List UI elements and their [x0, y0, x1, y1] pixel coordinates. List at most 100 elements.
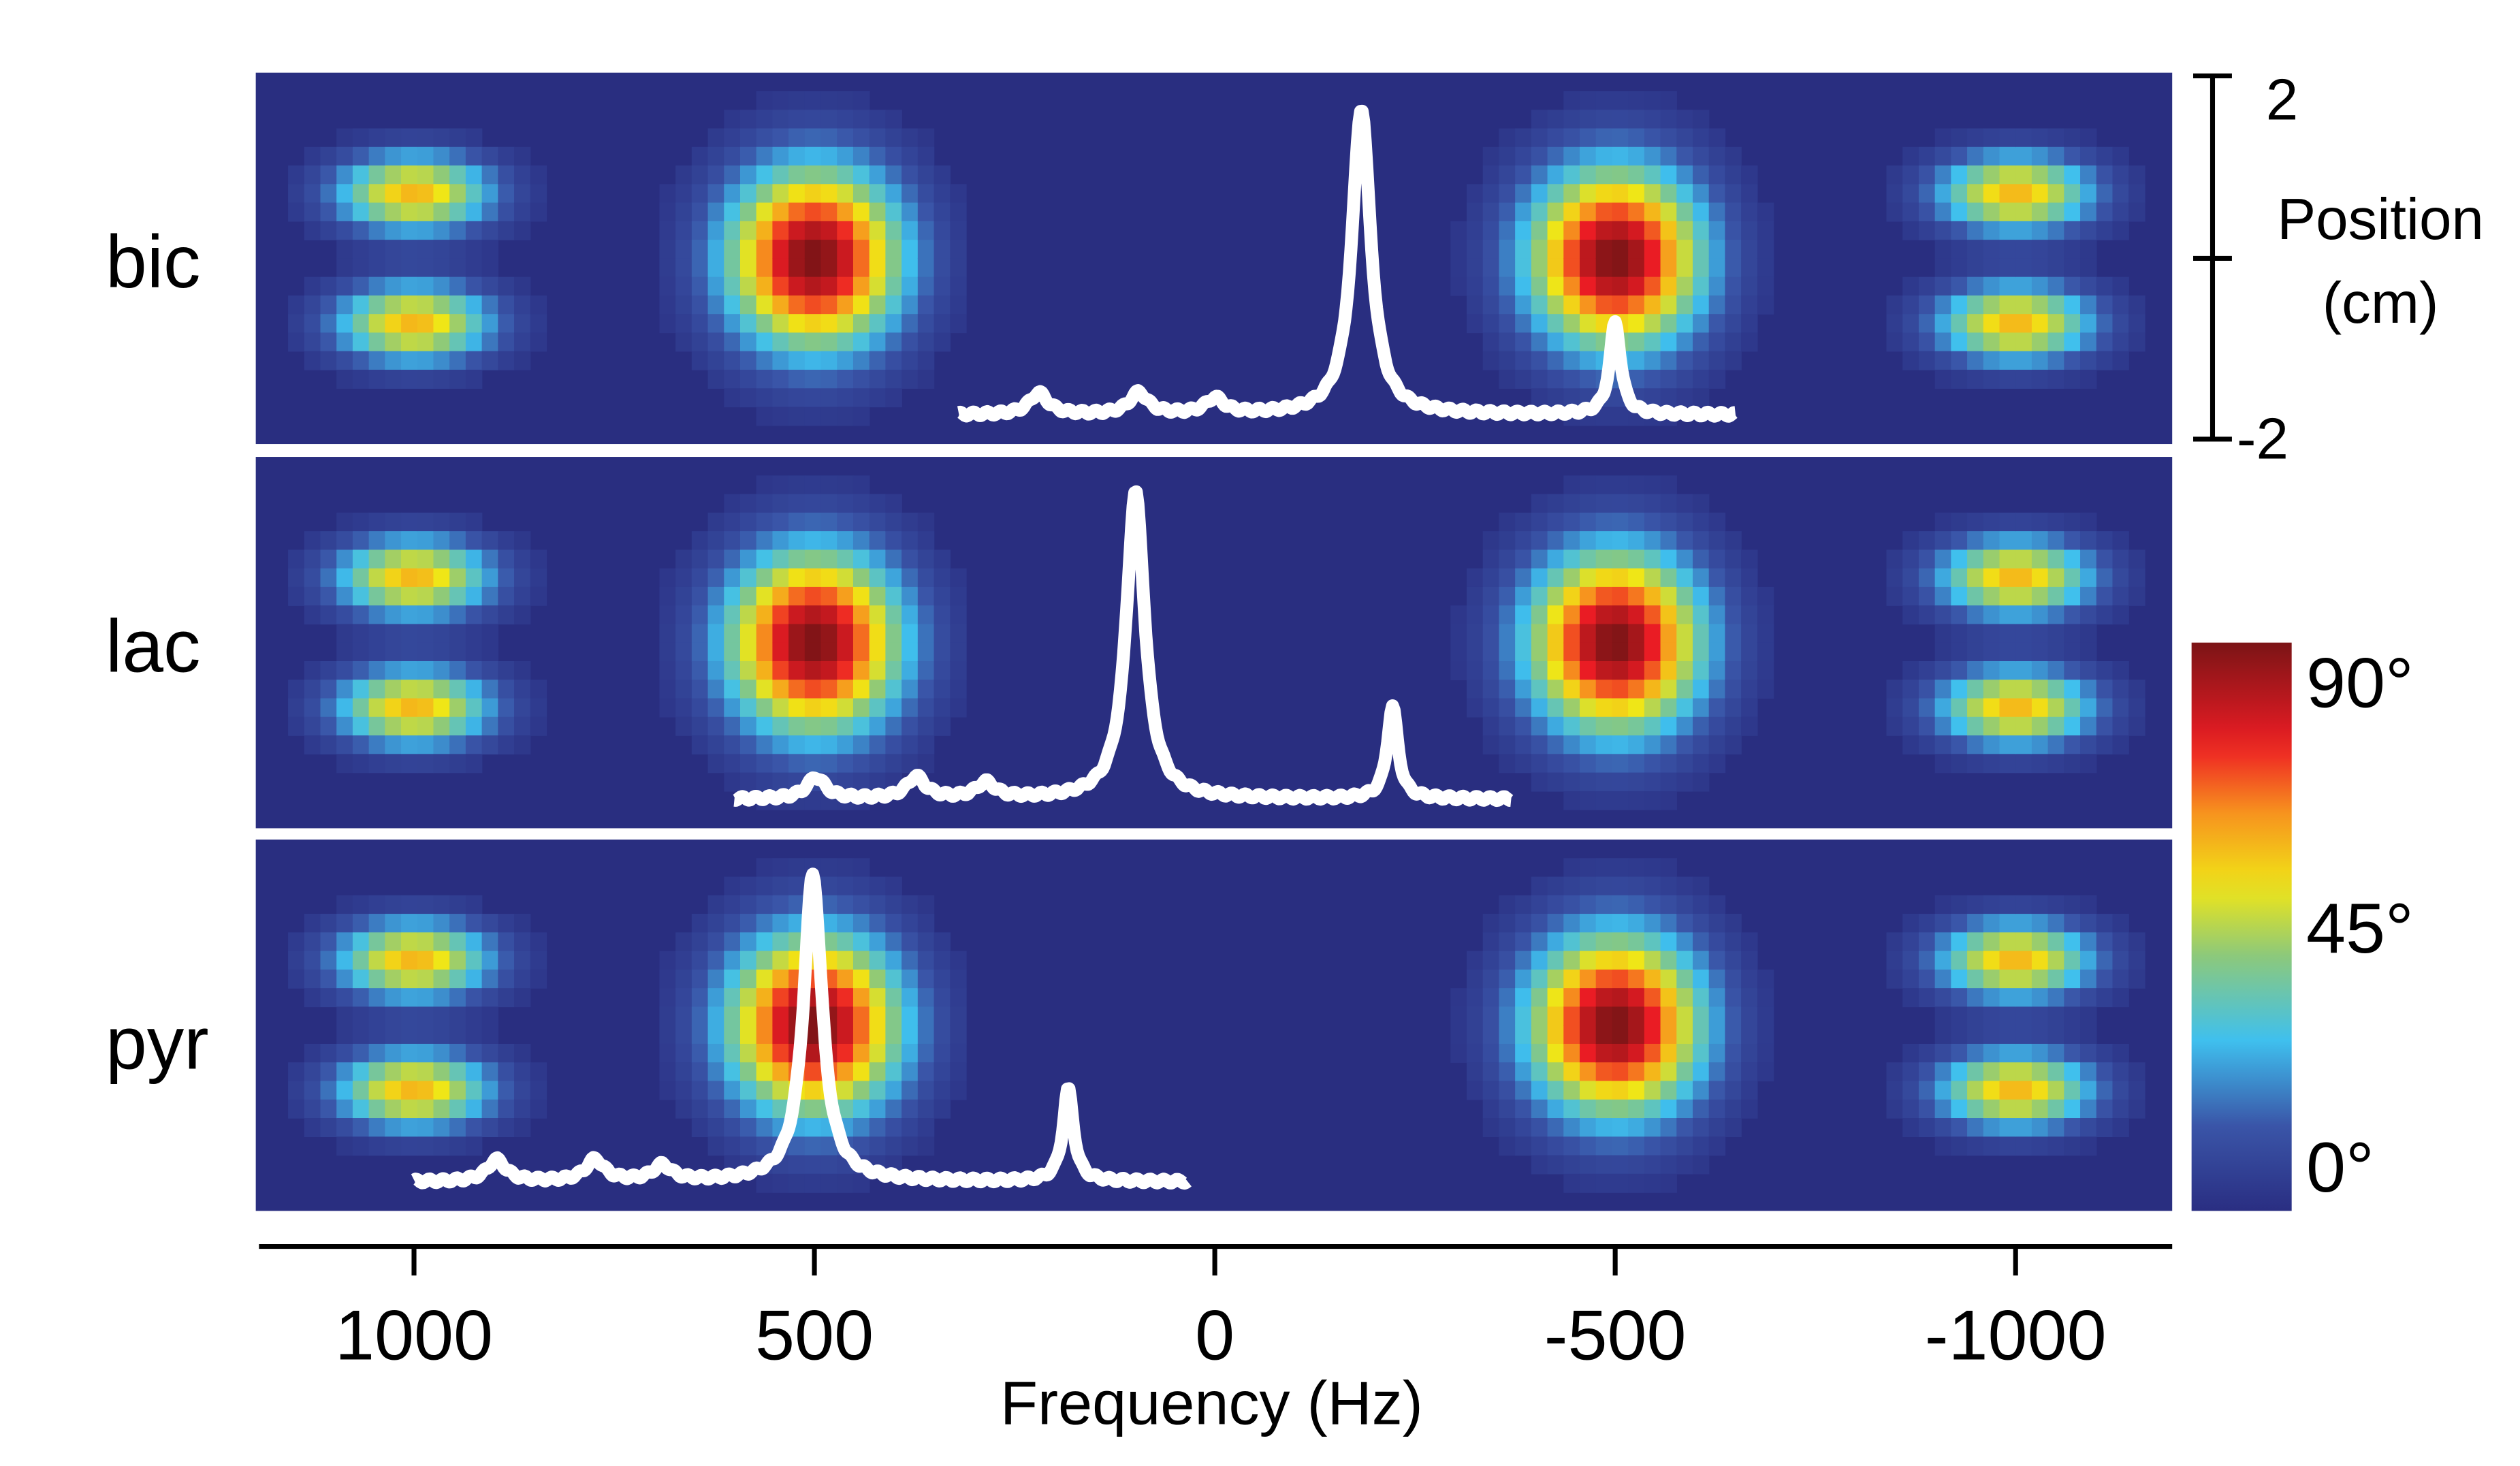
- heatmap-cell: [465, 351, 483, 370]
- heatmap-cell: [869, 735, 887, 755]
- heatmap-cell: [1708, 605, 1726, 625]
- heatmap-cell: [1886, 568, 1903, 588]
- heatmap-cell: [1902, 932, 1919, 952]
- heatmap-cell: [1934, 895, 1952, 914]
- heatmap-cell: [852, 332, 870, 352]
- heatmap-cell: [739, 624, 757, 643]
- heatmap-cell: [481, 660, 499, 680]
- heatmap-cell: [772, 642, 789, 662]
- heatmap-cell: [1644, 876, 1661, 896]
- heatmap-cell: [1967, 754, 1984, 774]
- heatmap-cell: [1676, 332, 1693, 352]
- heatmap-cell: [2128, 202, 2146, 222]
- heatmap-cell: [288, 1081, 305, 1100]
- heatmap-cell: [2080, 221, 2097, 240]
- heatmap-cell: [1499, 1025, 1516, 1045]
- heatmap-cell: [1692, 754, 1710, 774]
- heatmap-cell: [724, 110, 741, 129]
- heatmap-cell: [1951, 716, 1968, 736]
- heatmap-cell: [530, 698, 547, 718]
- heatmap-cell: [902, 314, 919, 334]
- heatmap-cell: [417, 716, 434, 736]
- heatmap-cell: [1612, 772, 1629, 792]
- heatmap-cell: [2047, 240, 2065, 259]
- heatmap-cell: [1482, 1118, 1500, 1137]
- heatmap-cell: [788, 165, 806, 185]
- heatmap-cell: [2112, 969, 2129, 989]
- heatmap-cell: [756, 110, 773, 129]
- heatmap-cell: [1515, 128, 1532, 148]
- heatmap-cell: [788, 240, 806, 259]
- heatmap-cell: [1499, 716, 1516, 736]
- heatmap-cell: [869, 549, 887, 569]
- heatmap-cell: [1725, 351, 1742, 370]
- heatmap-cell: [449, 531, 466, 551]
- heatmap-cell: [788, 314, 806, 334]
- heatmap-cell: [756, 1099, 773, 1119]
- heatmap-cell: [1547, 969, 1564, 989]
- heatmap-cell: [1579, 531, 1597, 551]
- heatmap-cell: [368, 1062, 386, 1082]
- heatmap-cell: [917, 988, 935, 1008]
- heatmap-cell: [2080, 202, 2097, 222]
- heatmap-cell: [1531, 332, 1548, 352]
- heatmap-cell: [465, 680, 483, 699]
- heatmap-cell: [2064, 165, 2081, 185]
- heatmap-cell: [1660, 1099, 1677, 1119]
- heatmap-cell: [304, 680, 321, 699]
- heatmap-cell: [449, 914, 466, 934]
- heatmap-cell: [1515, 735, 1532, 755]
- heatmap-cell: [498, 146, 515, 166]
- heatmap-cell: [756, 1025, 773, 1045]
- heatmap-cell: [1644, 549, 1661, 569]
- heatmap-cell: [739, 1081, 757, 1100]
- heatmap-cell: [820, 202, 838, 222]
- heatmap-cell: [934, 951, 951, 970]
- heatmap-cell: [320, 680, 337, 699]
- heatmap-cell: [1644, 184, 1661, 204]
- heatmap-cell: [2080, 754, 2097, 774]
- heatmap-cell: [1692, 680, 1710, 699]
- heatmap-cell: [498, 549, 515, 569]
- heatmap-cell: [804, 276, 822, 296]
- heatmap-cell: [739, 202, 757, 222]
- heatmap-cell: [1563, 1155, 1580, 1175]
- heatmap-cell: [401, 184, 418, 204]
- heatmap-cell: [514, 531, 531, 551]
- heatmap-cell: [1934, 754, 1952, 774]
- heatmap-cell: [1902, 295, 1919, 315]
- heatmap-cell: [433, 680, 450, 699]
- heatmap-cell: [336, 512, 353, 532]
- heatmap-cell: [1692, 951, 1710, 970]
- heatmap-cell: [869, 1081, 887, 1100]
- heatmap-cell: [1628, 586, 1645, 606]
- heatmap-cell: [1531, 202, 1548, 222]
- heatmap-cell: [1547, 1006, 1564, 1026]
- heatmap-cell: [1595, 128, 1613, 148]
- heatmap-cell: [401, 932, 418, 952]
- heatmap-cell: [934, 314, 951, 334]
- heatmap-cell: [385, 184, 402, 204]
- heatmap-cell: [2031, 624, 2049, 643]
- heatmap-cell: [1918, 531, 1936, 551]
- heatmap-cell: [433, 1118, 450, 1137]
- heatmap-cell: [465, 660, 483, 680]
- heatmap-cell: [691, 660, 709, 680]
- heatmap-cell: [1628, 351, 1645, 370]
- heatmap-cell: [788, 369, 806, 389]
- heatmap-cell: [804, 586, 822, 606]
- heatmap-cell: [1676, 680, 1693, 699]
- heatmap-cell: [1660, 128, 1677, 148]
- heatmap-cell: [1967, 680, 1984, 699]
- heatmap-cell: [852, 91, 870, 110]
- heatmap-cell: [401, 351, 418, 370]
- heatmap-cell: [514, 549, 531, 569]
- heatmap-cell: [1467, 221, 1484, 240]
- heatmap-cell: [1934, 276, 1952, 296]
- heatmap-cell: [1579, 624, 1597, 643]
- heatmap-cell: [1692, 914, 1710, 934]
- heatmap-cell: [1612, 1062, 1629, 1082]
- heatmap-cell: [2047, 128, 2065, 148]
- heatmap-cell: [2080, 1099, 2097, 1119]
- heatmap-cell: [1983, 128, 2000, 148]
